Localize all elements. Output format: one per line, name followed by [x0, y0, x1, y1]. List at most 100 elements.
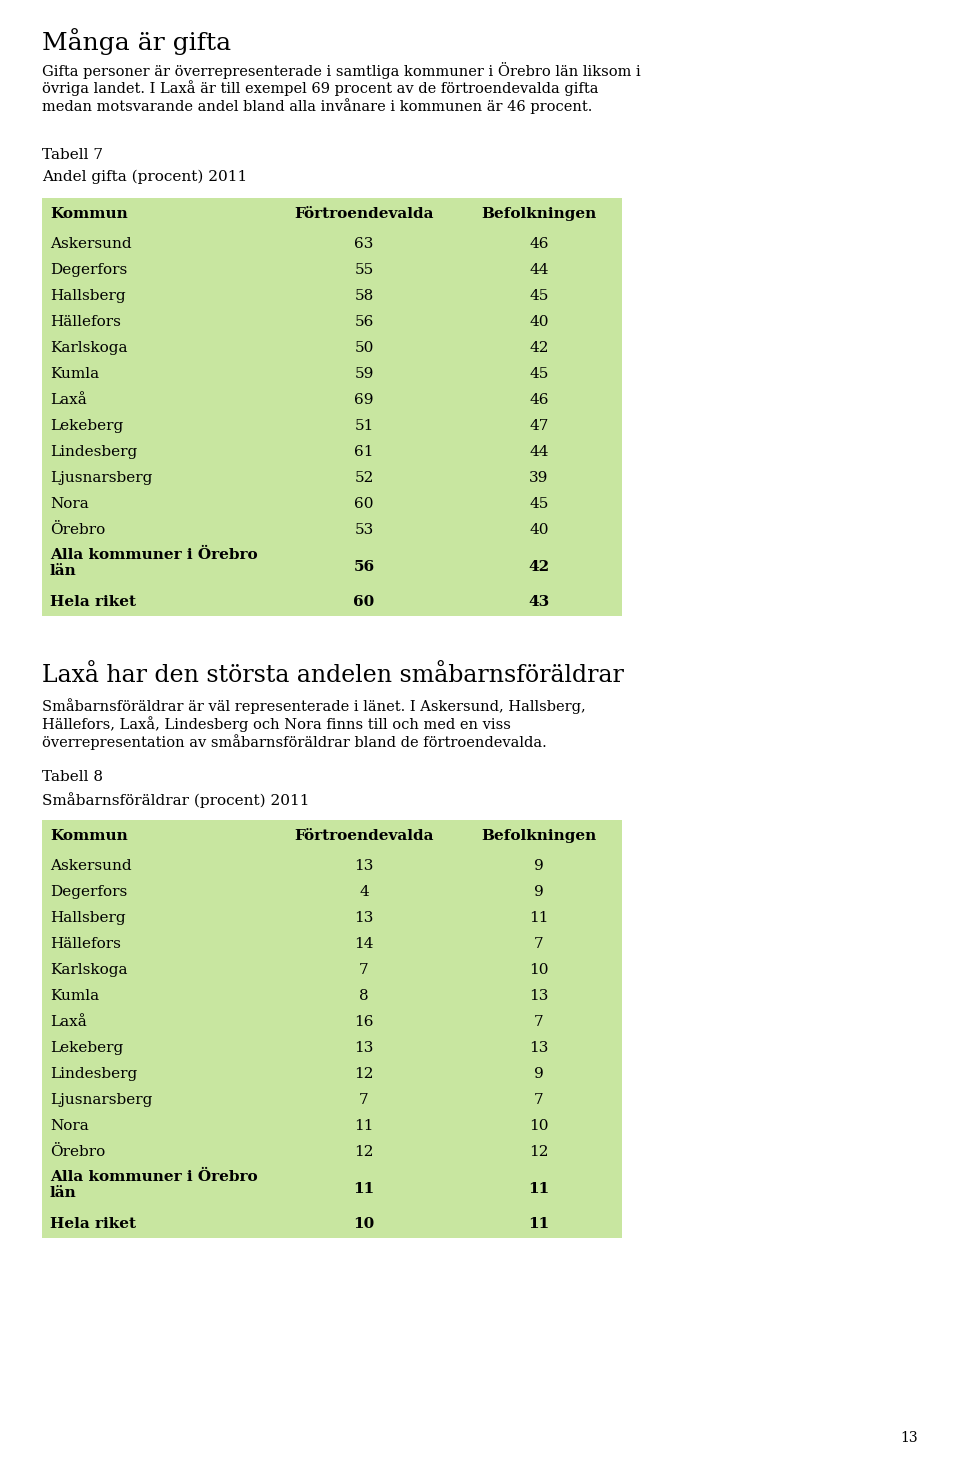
- Text: 13: 13: [529, 989, 549, 1003]
- Text: Småbarnsföräldrar (procent) 2011: Småbarnsföräldrar (procent) 2011: [42, 792, 309, 808]
- Bar: [42, 880, 622, 906]
- Text: 9: 9: [534, 884, 544, 899]
- Text: 9: 9: [534, 859, 544, 873]
- Text: Förtroendevalda: Förtroendevalda: [295, 207, 434, 220]
- Text: Lekeberg: Lekeberg: [50, 419, 123, 433]
- Text: Askersund: Askersund: [50, 859, 132, 873]
- Text: 4: 4: [359, 884, 369, 899]
- Text: 9: 9: [534, 1066, 544, 1081]
- Text: 45: 45: [529, 497, 549, 511]
- Bar: [42, 820, 622, 853]
- Text: 44: 44: [529, 263, 549, 278]
- Text: medan motsvarande andel bland alla invånare i kommunen är 46 procent.: medan motsvarande andel bland alla invån…: [42, 98, 592, 115]
- Text: 16: 16: [354, 1015, 373, 1028]
- Text: Hällefors: Hällefors: [50, 937, 121, 950]
- Text: Förtroendevalda: Förtroendevalda: [295, 829, 434, 843]
- Text: Ljusnarsberg: Ljusnarsberg: [50, 472, 153, 485]
- Bar: [42, 544, 622, 591]
- Text: Gifta personer är överrepresenterade i samtliga kommuner i Örebro län liksom i: Gifta personer är överrepresenterade i s…: [42, 62, 640, 79]
- Text: Kumla: Kumla: [50, 367, 99, 380]
- Text: Askersund: Askersund: [50, 237, 132, 251]
- Text: 12: 12: [354, 1144, 373, 1159]
- Text: överrepresentation av småbarnsföräldrar bland de förtroendevalda.: överrepresentation av småbarnsföräldrar …: [42, 734, 547, 749]
- Bar: [42, 906, 622, 931]
- Text: Hallsberg: Hallsberg: [50, 289, 126, 303]
- Text: 39: 39: [529, 472, 549, 485]
- Bar: [42, 466, 622, 492]
- Bar: [42, 388, 622, 414]
- Text: 14: 14: [354, 937, 373, 950]
- Text: 61: 61: [354, 445, 373, 458]
- Bar: [42, 198, 622, 232]
- Text: 7: 7: [359, 1093, 369, 1108]
- Text: Alla kommuner i Örebro: Alla kommuner i Örebro: [50, 1169, 257, 1184]
- Text: Laxå: Laxå: [50, 1015, 86, 1028]
- Bar: [42, 1166, 622, 1212]
- Bar: [42, 931, 622, 958]
- Text: Andel gifta (procent) 2011: Andel gifta (procent) 2011: [42, 170, 248, 185]
- Text: övriga landet. I Laxå är till exempel 69 procent av de förtroendevalda gifta: övriga landet. I Laxå är till exempel 69…: [42, 79, 598, 95]
- Text: Befolkningen: Befolkningen: [481, 207, 596, 220]
- Text: Kommun: Kommun: [50, 829, 128, 843]
- Text: 60: 60: [353, 595, 374, 610]
- Text: Kommun: Kommun: [50, 207, 128, 220]
- Text: 63: 63: [354, 237, 373, 251]
- Text: Många är gifta: Många är gifta: [42, 28, 231, 54]
- Text: Nora: Nora: [50, 497, 88, 511]
- Text: 43: 43: [528, 595, 550, 610]
- Text: län: län: [50, 1185, 77, 1200]
- Text: 10: 10: [529, 964, 549, 977]
- Text: Hela riket: Hela riket: [50, 595, 136, 610]
- Text: 7: 7: [534, 1093, 543, 1108]
- Text: Karlskoga: Karlskoga: [50, 341, 128, 355]
- Text: Hallsberg: Hallsberg: [50, 911, 126, 925]
- Text: Örebro: Örebro: [50, 1144, 106, 1159]
- Text: 52: 52: [354, 472, 373, 485]
- Text: 42: 42: [528, 560, 549, 574]
- Text: Laxå: Laxå: [50, 394, 86, 407]
- Text: 45: 45: [529, 367, 549, 380]
- Text: Laxå har den största andelen småbarnsföräldrar: Laxå har den största andelen småbarnsför…: [42, 664, 624, 687]
- Text: Hela riket: Hela riket: [50, 1216, 136, 1231]
- Bar: [42, 1089, 622, 1114]
- Bar: [42, 284, 622, 310]
- Text: 13: 13: [354, 911, 373, 925]
- Text: 58: 58: [354, 289, 373, 303]
- Text: Hällefors: Hällefors: [50, 314, 121, 329]
- Bar: [42, 259, 622, 284]
- Bar: [42, 1011, 622, 1036]
- Text: Örebro: Örebro: [50, 523, 106, 538]
- Bar: [42, 441, 622, 466]
- Text: län: län: [50, 564, 77, 577]
- Text: Nora: Nora: [50, 1119, 88, 1133]
- Text: Kumla: Kumla: [50, 989, 99, 1003]
- Bar: [42, 1036, 622, 1062]
- Text: Hällefors, Laxå, Lindesberg och Nora finns till och med en viss: Hällefors, Laxå, Lindesberg och Nora fin…: [42, 715, 511, 732]
- Text: 44: 44: [529, 445, 549, 458]
- Text: Tabell 8: Tabell 8: [42, 770, 103, 784]
- Bar: [42, 310, 622, 336]
- Text: 55: 55: [354, 263, 373, 278]
- Text: 10: 10: [529, 1119, 549, 1133]
- Text: 46: 46: [529, 237, 549, 251]
- Text: 11: 11: [528, 1216, 550, 1231]
- Bar: [42, 984, 622, 1011]
- Bar: [42, 1114, 622, 1140]
- Bar: [42, 336, 622, 361]
- Text: 53: 53: [354, 523, 373, 538]
- Text: 51: 51: [354, 419, 373, 433]
- Text: 11: 11: [528, 1183, 550, 1196]
- Bar: [42, 1212, 622, 1238]
- Text: Alla kommuner i Örebro: Alla kommuner i Örebro: [50, 548, 257, 563]
- Text: 7: 7: [359, 964, 369, 977]
- Text: 60: 60: [354, 497, 373, 511]
- Text: 40: 40: [529, 523, 549, 538]
- Bar: [42, 591, 622, 616]
- Text: 13: 13: [354, 859, 373, 873]
- Bar: [42, 1062, 622, 1089]
- Bar: [42, 414, 622, 441]
- Text: 47: 47: [529, 419, 549, 433]
- Text: Ljusnarsberg: Ljusnarsberg: [50, 1093, 153, 1108]
- Text: 13: 13: [900, 1431, 918, 1445]
- Text: Degerfors: Degerfors: [50, 884, 128, 899]
